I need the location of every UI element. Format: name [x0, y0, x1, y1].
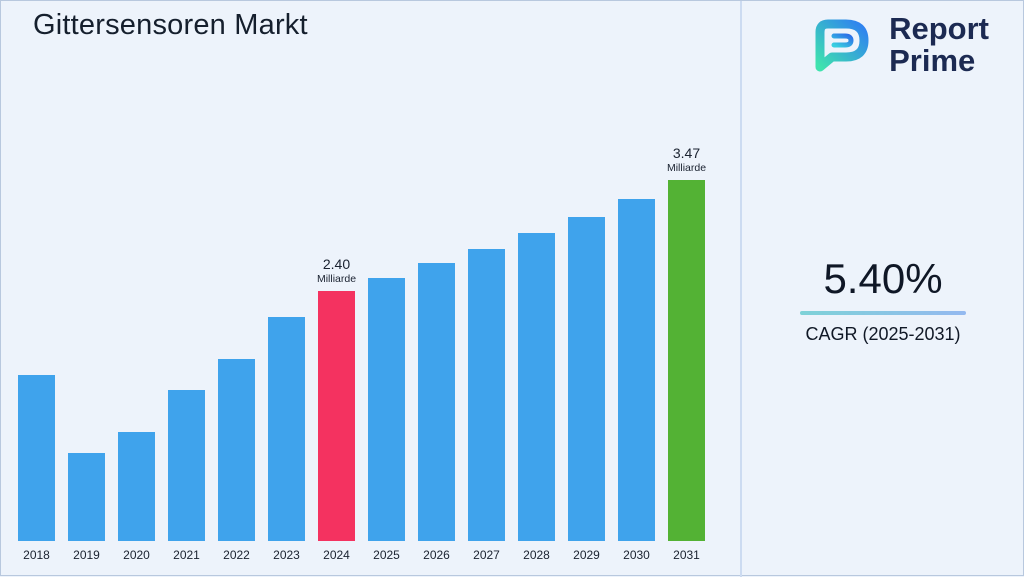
annotation-value: 3.47	[672, 145, 701, 162]
x-label-2024: 2024	[323, 548, 350, 562]
x-label-2031: 2031	[673, 548, 700, 562]
bar-2019	[68, 452, 105, 541]
bar-2018	[18, 374, 55, 541]
x-label-2026: 2026	[423, 548, 450, 562]
bar-2031	[668, 180, 705, 541]
x-label-2021: 2021	[173, 548, 200, 562]
bars-container: 2.40 Milliarde 3.47 Milliarde	[18, 145, 706, 541]
bar-slot-2027	[468, 248, 505, 541]
cagr-value: 5.40%	[823, 255, 943, 302]
cagr-panel: 5.40% CAGR (2025-2031)	[742, 255, 1024, 345]
bar-2029	[568, 216, 605, 541]
annotation-value: 2.40	[322, 256, 351, 273]
bar-annotation-2031: 3.47 Milliarde	[667, 145, 706, 174]
bar-2028	[518, 233, 555, 541]
bar-slot-2025	[368, 277, 405, 541]
bar-2021	[168, 390, 205, 541]
annotation-unit: Milliarde	[666, 162, 707, 175]
bar-2020	[118, 431, 155, 541]
bar-2024	[318, 291, 355, 541]
brand-logo-mark-icon	[815, 19, 869, 72]
bar-slot-2026	[418, 263, 455, 541]
annotation-unit: Milliarde	[316, 273, 357, 286]
bar-slot-2018	[18, 374, 55, 541]
brand-name-line2: Prime	[889, 43, 976, 79]
x-label-2028: 2028	[523, 548, 550, 562]
x-label-2022: 2022	[223, 548, 250, 562]
bar-slot-2028	[518, 233, 555, 541]
x-axis-labels: 2018 2019 2020 2021 2022 2023 2024 2025 2026 2027…	[18, 548, 705, 562]
vertical-divider	[740, 1, 742, 577]
bar-slot-2021	[168, 390, 205, 541]
bar-slot-2020	[118, 431, 155, 541]
brand-logo: Report Prime	[803, 11, 989, 79]
brand-logo-text: Report Prime	[889, 11, 989, 79]
bar-slot-2030	[618, 198, 655, 541]
bar-slot-2019	[68, 452, 105, 541]
bar-2030	[618, 198, 655, 541]
bar-slot-2024: 2.40 Milliarde	[317, 256, 356, 541]
chart-title: Gittersensoren Markt	[33, 9, 308, 41]
bar-2027	[468, 248, 505, 541]
x-label-2030: 2030	[623, 548, 650, 562]
cagr-label: CAGR (2025-2031)	[805, 324, 961, 344]
brand-name-line1: Report	[889, 11, 989, 46]
bar-2026	[418, 263, 455, 541]
x-label-2027: 2027	[473, 548, 500, 562]
bar-slot-2031: 3.47 Milliarde	[667, 145, 706, 541]
x-label-2025: 2025	[373, 548, 400, 562]
x-label-2018: 2018	[23, 548, 50, 562]
bar-2025	[368, 277, 405, 541]
bar-2022	[218, 359, 255, 541]
x-label-2029: 2029	[573, 548, 600, 562]
bar-2023	[268, 317, 305, 541]
bar-slot-2023	[268, 317, 305, 541]
bar-slot-2029	[568, 216, 605, 541]
bar-slot-2022	[218, 359, 255, 541]
x-label-2020: 2020	[123, 548, 150, 562]
bar-annotation-2024: 2.40 Milliarde	[317, 256, 356, 285]
cagr-underline	[800, 311, 966, 315]
x-label-2023: 2023	[273, 548, 300, 562]
x-label-2019: 2019	[73, 548, 100, 562]
bar-chart: 2.40 Milliarde 3.47 Milliarde 2018 2019 2020 2…	[18, 145, 706, 562]
